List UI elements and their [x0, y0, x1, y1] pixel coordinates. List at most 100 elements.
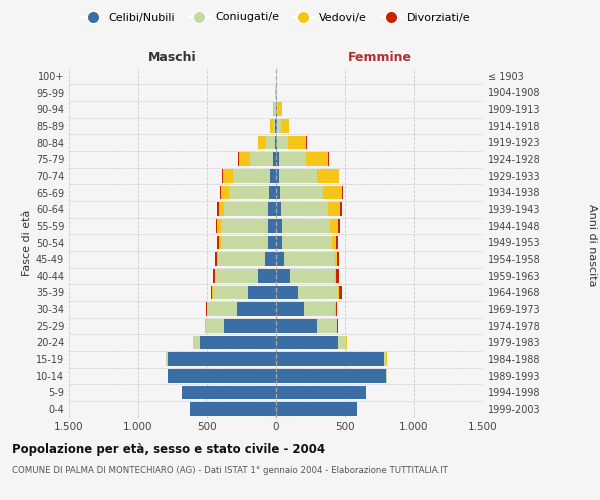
Bar — [276, 252, 284, 266]
Bar — [221, 219, 268, 232]
Bar — [224, 319, 276, 332]
Bar — [337, 269, 338, 282]
Bar — [223, 169, 233, 182]
Bar — [276, 102, 277, 116]
Bar — [276, 319, 317, 332]
Bar — [275, 119, 276, 132]
Bar — [268, 202, 276, 216]
Bar — [182, 386, 276, 400]
Bar — [217, 252, 218, 266]
Bar — [266, 136, 275, 149]
Bar — [280, 186, 323, 200]
Bar — [338, 219, 340, 232]
Bar — [275, 136, 276, 149]
Bar — [276, 136, 277, 149]
Bar — [342, 186, 343, 200]
Bar — [222, 169, 223, 182]
Bar — [290, 269, 335, 282]
Bar — [276, 169, 280, 182]
Bar — [207, 302, 238, 316]
Bar — [277, 136, 289, 149]
Bar — [268, 219, 276, 232]
Bar — [200, 336, 276, 349]
Bar — [335, 269, 337, 282]
Bar — [273, 152, 276, 166]
Bar — [278, 102, 282, 116]
Bar — [276, 369, 386, 382]
Bar — [268, 236, 276, 250]
Bar — [289, 136, 307, 149]
Bar — [317, 169, 339, 182]
Bar — [340, 202, 341, 216]
Bar — [276, 386, 366, 400]
Bar — [338, 336, 346, 349]
Bar — [206, 319, 224, 332]
Legend: Celibi/Nubili, Coniugati/e, Vedovi/e, Divorziati/e: Celibi/Nubili, Coniugati/e, Vedovi/e, Di… — [77, 8, 475, 27]
Bar — [323, 186, 342, 200]
Bar — [193, 336, 200, 349]
Bar — [215, 269, 258, 282]
Bar — [276, 219, 281, 232]
Bar — [220, 186, 221, 200]
Bar — [339, 169, 340, 182]
Bar — [229, 186, 269, 200]
Bar — [274, 102, 275, 116]
Text: Femmine: Femmine — [347, 51, 412, 64]
Bar — [212, 269, 215, 282]
Bar — [219, 202, 224, 216]
Bar — [221, 236, 268, 250]
Text: Maschi: Maschi — [148, 51, 197, 64]
Bar — [383, 352, 386, 366]
Bar — [337, 252, 340, 266]
Bar — [276, 336, 338, 349]
Bar — [276, 152, 279, 166]
Bar — [248, 286, 276, 300]
Bar — [307, 152, 328, 166]
Bar — [217, 219, 221, 232]
Bar — [339, 286, 341, 300]
Bar — [304, 302, 335, 316]
Bar — [271, 169, 276, 182]
Bar — [258, 136, 266, 149]
Bar — [336, 236, 338, 250]
Bar — [166, 352, 169, 366]
Bar — [269, 186, 276, 200]
Bar — [206, 302, 207, 316]
Bar — [273, 119, 275, 132]
Bar — [276, 202, 281, 216]
Bar — [265, 252, 276, 266]
Bar — [217, 236, 219, 250]
Bar — [224, 202, 268, 216]
Bar — [330, 219, 338, 232]
Bar — [335, 252, 337, 266]
Text: COMUNE DI PALMA DI MONTECHIARO (AG) - Dati ISTAT 1° gennaio 2004 - Elaborazione : COMUNE DI PALMA DI MONTECHIARO (AG) - Da… — [12, 466, 448, 475]
Bar — [276, 302, 304, 316]
Bar — [212, 286, 248, 300]
Bar — [167, 369, 169, 382]
Bar — [217, 202, 219, 216]
Bar — [276, 269, 290, 282]
Text: Popolazione per età, sesso e stato civile - 2004: Popolazione per età, sesso e stato civil… — [12, 442, 325, 456]
Bar — [317, 319, 337, 332]
Bar — [239, 152, 250, 166]
Bar — [337, 319, 338, 332]
Text: Anni di nascita: Anni di nascita — [587, 204, 597, 286]
Bar — [233, 169, 271, 182]
Bar — [215, 252, 217, 266]
Bar — [338, 286, 339, 300]
Bar — [190, 402, 276, 416]
Bar — [276, 186, 280, 200]
Bar — [221, 186, 229, 200]
Bar — [250, 152, 273, 166]
Bar — [276, 236, 282, 250]
Bar — [298, 286, 338, 300]
Bar — [216, 219, 217, 232]
Bar — [281, 219, 330, 232]
Bar — [386, 369, 387, 382]
Bar — [332, 236, 336, 250]
Bar — [335, 302, 337, 316]
Bar — [276, 286, 298, 300]
Bar — [281, 119, 289, 132]
Bar — [276, 119, 277, 132]
Y-axis label: Fasce di età: Fasce di età — [22, 210, 32, 276]
